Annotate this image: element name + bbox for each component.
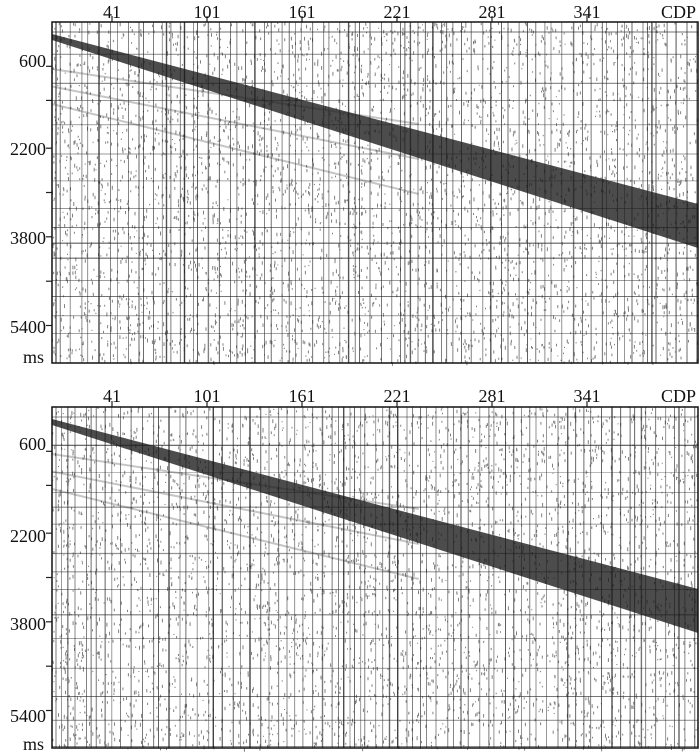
bottom-panel: 41 101 161 221 281 341 CDP 600 2200 3800… xyxy=(10,386,699,753)
x-tick-label: 221 xyxy=(384,2,411,22)
y-tick-label: 5400 xyxy=(10,317,46,337)
x-tick-label: 161 xyxy=(289,2,316,22)
y-tick-label: 600 xyxy=(19,434,46,454)
x-axis-label: CDP xyxy=(661,2,696,22)
plot-frame xyxy=(51,21,699,364)
seismic-reflector-band xyxy=(51,419,698,633)
reflector-wedge xyxy=(52,34,698,248)
y-tick-label: 3800 xyxy=(10,614,46,634)
reflector-wedge xyxy=(52,419,698,633)
x-tick-label: 341 xyxy=(574,386,601,406)
y-tick-label: 2200 xyxy=(10,526,46,546)
seismic-reflector-band xyxy=(51,34,698,248)
x-tick-label: 41 xyxy=(103,2,121,22)
faint-reflection xyxy=(51,85,419,160)
x-tick-label: 341 xyxy=(574,2,601,22)
faint-reflection xyxy=(51,488,420,580)
y-axis-label: ms xyxy=(23,347,44,367)
x-axis-label: CDP xyxy=(661,386,696,406)
y-tick-label: 5400 xyxy=(10,706,46,726)
x-tick-label: 281 xyxy=(479,386,506,406)
x-tick-label: 161 xyxy=(289,386,316,406)
x-tick-label: 221 xyxy=(384,386,411,406)
x-tick-label: 101 xyxy=(194,2,221,22)
faint-reflection xyxy=(51,103,420,195)
y-tick-label: 600 xyxy=(19,51,46,71)
y-axis-label: ms xyxy=(23,734,44,753)
x-tick-label: 101 xyxy=(194,386,221,406)
y-tick-label: 3800 xyxy=(10,228,46,248)
x-tick-label: 281 xyxy=(479,2,506,22)
x-tick-label: 41 xyxy=(103,386,121,406)
faint-reflection xyxy=(51,470,419,545)
y-tick-label: 2200 xyxy=(10,139,46,159)
plot-frame xyxy=(51,406,699,749)
faint-reflection xyxy=(51,68,419,125)
faint-reflection xyxy=(51,453,419,510)
top-panel: 41 101 161 221 281 341 CDP 600 2200 3800… xyxy=(10,2,699,367)
